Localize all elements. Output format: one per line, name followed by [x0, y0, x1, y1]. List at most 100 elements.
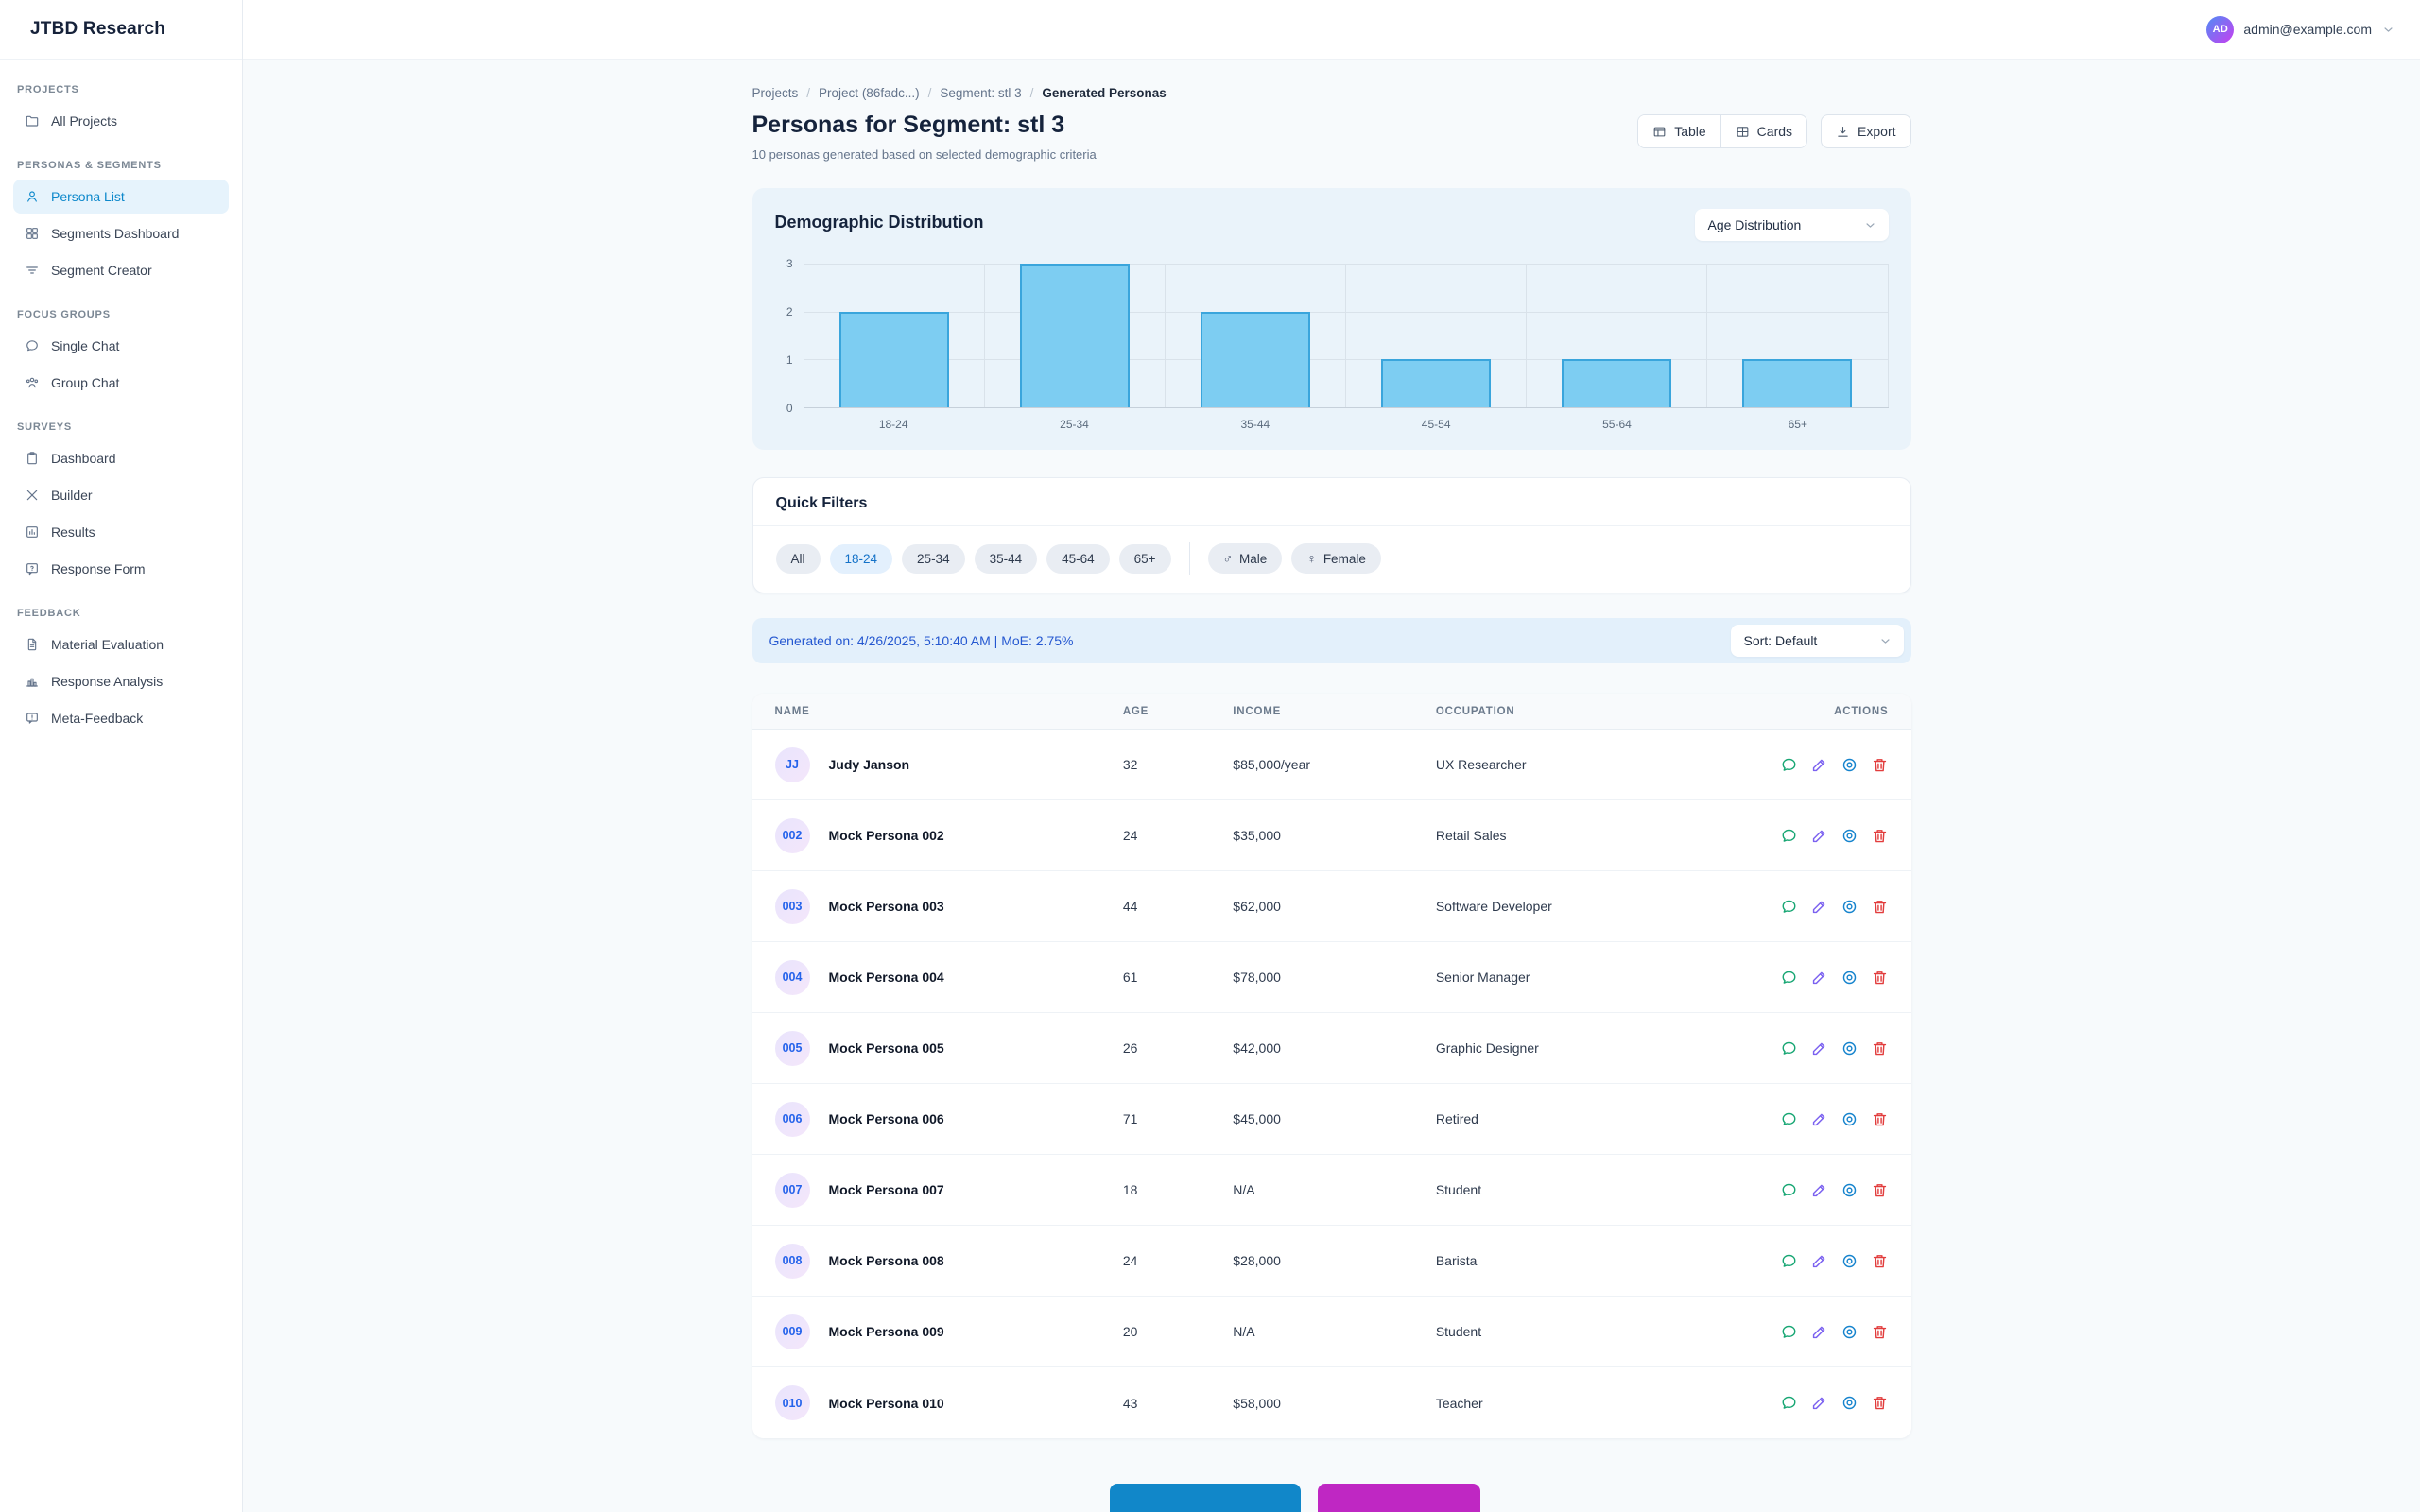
view-action-button[interactable] — [1841, 1110, 1858, 1128]
delete-icon — [1871, 827, 1889, 845]
income-cell: N/A — [1233, 1182, 1255, 1197]
edit-action-button[interactable] — [1810, 969, 1828, 987]
bar-55-64 — [1562, 359, 1672, 407]
sidebar-item-response-form[interactable]: Response Form — [13, 552, 229, 586]
chat-action-button[interactable] — [1780, 1181, 1798, 1199]
age-cell: 71 — [1122, 1111, 1138, 1126]
delete-action-button[interactable] — [1871, 898, 1889, 916]
view-action-button[interactable] — [1841, 969, 1858, 987]
filter-pill-18-24[interactable]: 18-24 — [829, 543, 893, 574]
chat-action-button[interactable] — [1780, 1110, 1798, 1128]
view-action-button[interactable] — [1841, 1394, 1858, 1412]
filter-pill-45-64[interactable]: 45-64 — [1046, 543, 1110, 574]
table-view-button[interactable]: Table — [1638, 115, 1720, 147]
filter-pill-35-44[interactable]: 35-44 — [974, 543, 1038, 574]
view-action-button[interactable] — [1841, 1181, 1858, 1199]
delete-action-button[interactable] — [1871, 756, 1889, 774]
sidebar-item-all-projects[interactable]: All Projects — [13, 104, 229, 138]
delete-action-button[interactable] — [1871, 1323, 1889, 1341]
chat-icon — [1780, 898, 1798, 916]
delete-action-button[interactable] — [1871, 1181, 1889, 1199]
export-button[interactable]: Export — [1821, 114, 1911, 148]
edit-action-button[interactable] — [1810, 827, 1828, 845]
sidebar-item-single-chat[interactable]: Single Chat — [13, 329, 229, 363]
sidebar-item-dashboard[interactable]: Dashboard — [13, 441, 229, 475]
actions-cell — [1737, 1110, 1911, 1128]
delete-action-button[interactable] — [1871, 1252, 1889, 1270]
filter-pill-65[interactable]: 65+ — [1118, 543, 1171, 574]
delete-action-button[interactable] — [1871, 827, 1889, 845]
breadcrumb-item-projects[interactable]: Projects — [752, 86, 799, 100]
edit-action-button[interactable] — [1810, 1110, 1828, 1128]
sidebar-section-label-personas-segments: PERSONAS & SEGMENTS — [17, 160, 162, 171]
chat-action-button[interactable] — [1780, 1394, 1798, 1412]
chevron-down-icon — [1863, 218, 1877, 232]
view-action-button[interactable] — [1841, 898, 1858, 916]
column-header-age: AGE — [1122, 705, 1150, 717]
delete-action-button[interactable] — [1871, 1040, 1889, 1057]
chat-action-button[interactable] — [1780, 898, 1798, 916]
edit-action-button[interactable] — [1810, 1394, 1828, 1412]
cards-view-button[interactable]: Cards — [1720, 115, 1807, 147]
breadcrumb-item-project-86fadc[interactable]: Project (86fadc...) — [819, 86, 920, 100]
filter-pill-female[interactable]: ♀ Female — [1291, 543, 1381, 574]
edit-action-button[interactable] — [1810, 1252, 1828, 1270]
view-action-button[interactable] — [1841, 1252, 1858, 1270]
sidebar-item-persona-list[interactable]: Persona List — [13, 180, 229, 214]
sidebar-item-segment-creator[interactable]: Segment Creator — [13, 253, 229, 287]
actions-cell — [1737, 1181, 1911, 1199]
delete-icon — [1871, 1252, 1889, 1270]
chart-x-labels: 18-24 25-34 35-44 45-54 55-64 65+ — [804, 418, 1889, 431]
sidebar-item-results[interactable]: Results — [13, 515, 229, 549]
view-action-button[interactable] — [1841, 827, 1858, 845]
chat-action-button[interactable] — [1780, 969, 1798, 987]
delete-action-button[interactable] — [1871, 1110, 1889, 1128]
filter-pill-label: All — [790, 551, 805, 566]
income-cell: $58,000 — [1233, 1395, 1281, 1411]
chat-action-button[interactable] — [1780, 1252, 1798, 1270]
delete-icon — [1871, 969, 1889, 987]
sidebar-item-meta-feedback[interactable]: Meta-Feedback — [13, 701, 229, 735]
sidebar-item-material-evaluation[interactable]: Material Evaluation — [13, 627, 229, 662]
chat-action-button[interactable] — [1780, 1040, 1798, 1057]
edit-action-button[interactable] — [1810, 1323, 1828, 1341]
view-action-button[interactable] — [1841, 1040, 1858, 1057]
breadcrumb-separator: / — [806, 86, 811, 100]
chart-metric-select[interactable]: Age Distribution — [1694, 209, 1889, 241]
view-action-button[interactable] — [1841, 756, 1858, 774]
footer-actions — [752, 1484, 1911, 1512]
chat-action-button[interactable] — [1780, 1323, 1798, 1341]
name-cell: 003 Mock Persona 003 — [752, 888, 1123, 924]
group-icon — [25, 375, 40, 390]
filter-pill-25-34[interactable]: 25-34 — [902, 543, 965, 574]
chat-action-button[interactable] — [1780, 756, 1798, 774]
sort-select[interactable]: Sort: Default — [1730, 625, 1904, 657]
sidebar-item-response-analysis[interactable]: Response Analysis — [13, 664, 229, 698]
primary-blue-button[interactable] — [1109, 1484, 1301, 1512]
edit-action-button[interactable] — [1810, 1040, 1828, 1057]
chat-icon — [1780, 756, 1798, 774]
breadcrumb-item-segment-stl-3[interactable]: Segment: stl 3 — [940, 86, 1022, 100]
user-menu[interactable]: AD admin@example.com — [2206, 15, 2395, 43]
filter-pill-all[interactable]: All — [775, 543, 821, 574]
filter-pill-male[interactable]: ♂ Male — [1207, 543, 1283, 574]
chat-action-button[interactable] — [1780, 827, 1798, 845]
age-cell: 43 — [1122, 1395, 1138, 1411]
actions-cell — [1737, 756, 1911, 774]
view-action-button[interactable] — [1841, 1323, 1858, 1341]
sidebar-item-segments-dashboard[interactable]: Segments Dashboard — [13, 216, 229, 250]
income-cell: $28,000 — [1233, 1253, 1281, 1268]
delete-icon — [1871, 1040, 1889, 1057]
sidebar-item-group-chat[interactable]: Group Chat — [13, 366, 229, 400]
edit-action-button[interactable] — [1810, 1181, 1828, 1199]
magenta-button[interactable] — [1317, 1484, 1480, 1512]
column-header-income: INCOME — [1233, 705, 1282, 717]
table-row-mock-persona-005: 005 Mock Persona 005 26 $42,000 Graphic Desi… — [752, 1013, 1911, 1084]
delete-action-button[interactable] — [1871, 969, 1889, 987]
sidebar-item-label: Dashboard — [51, 451, 116, 466]
edit-action-button[interactable] — [1810, 898, 1828, 916]
delete-action-button[interactable] — [1871, 1394, 1889, 1412]
sidebar-item-builder[interactable]: Builder — [13, 478, 229, 512]
edit-action-button[interactable] — [1810, 756, 1828, 774]
income-cell: $78,000 — [1233, 970, 1281, 985]
